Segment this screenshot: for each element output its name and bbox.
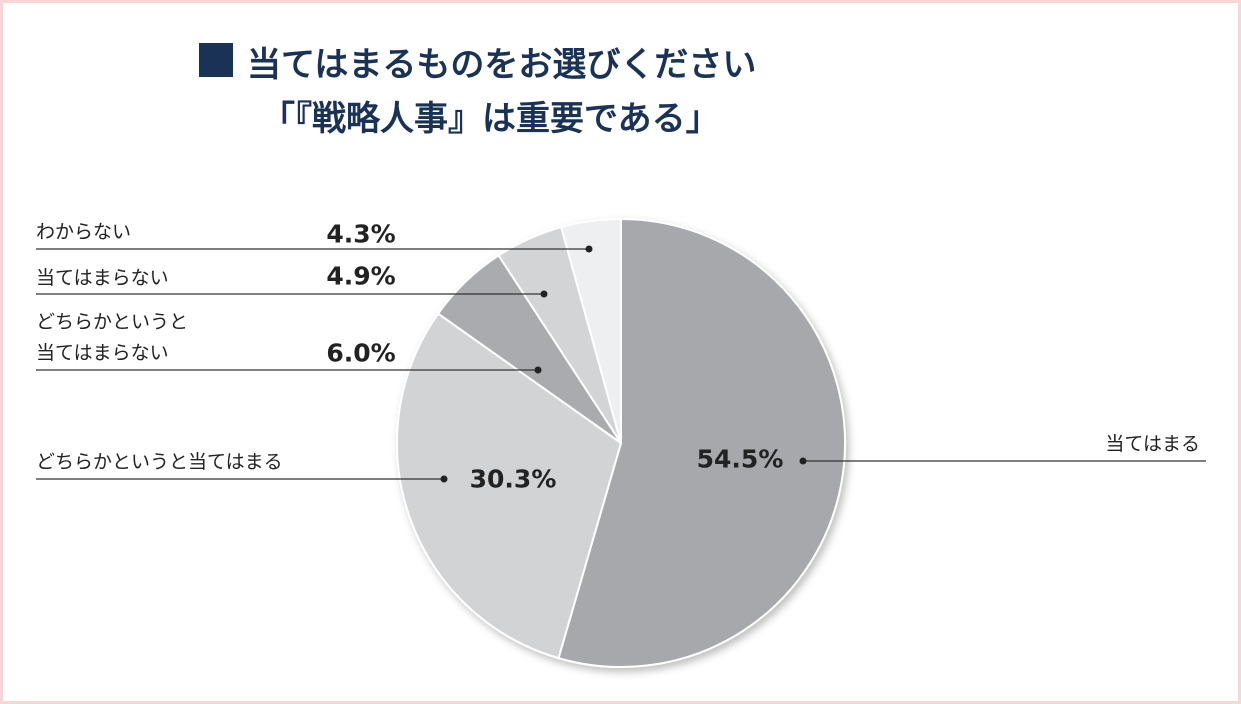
category-label: どちらかというと 当てはまらない bbox=[36, 311, 189, 364]
pie bbox=[396, 217, 846, 668]
leaders bbox=[36, 245, 1206, 483]
value-label: 30.3% bbox=[469, 464, 557, 494]
category-label: わからない bbox=[36, 221, 132, 243]
leader-dot bbox=[799, 457, 807, 465]
title-square bbox=[199, 43, 233, 77]
pie-slice bbox=[557, 217, 846, 668]
category-label: どちらかというと当てはまる bbox=[36, 451, 283, 473]
pie-slice bbox=[559, 217, 622, 444]
pie-slice bbox=[396, 312, 623, 660]
leader-dot bbox=[440, 475, 448, 483]
chart-subtitle: 「『戦略人事』は重要である」 bbox=[261, 99, 720, 139]
leader-dot bbox=[585, 245, 593, 253]
value-label: 4.3% bbox=[326, 219, 396, 249]
value-label: 6.0% bbox=[326, 338, 396, 368]
chart bbox=[36, 43, 1206, 668]
category-label: 当てはまらない bbox=[36, 267, 169, 289]
value-label: 4.9% bbox=[326, 261, 396, 291]
category-label: 当てはまる bbox=[1105, 433, 1200, 455]
value-label: 54.5% bbox=[696, 444, 784, 474]
leader-dot bbox=[540, 290, 548, 298]
leader-dot bbox=[534, 366, 542, 374]
chart-title: 当てはまるものをお選びください bbox=[247, 45, 757, 85]
